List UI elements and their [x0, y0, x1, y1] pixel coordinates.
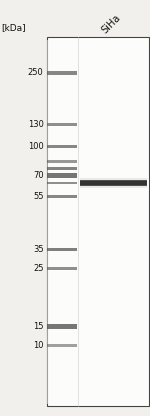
Text: 70: 70 — [33, 171, 44, 180]
Text: 15: 15 — [33, 322, 44, 331]
Text: 10: 10 — [33, 341, 44, 350]
Text: 55: 55 — [33, 192, 44, 201]
Bar — [47, 267, 76, 270]
Bar — [47, 324, 76, 329]
Text: 25: 25 — [33, 264, 44, 273]
Text: 35: 35 — [33, 245, 44, 254]
Text: 250: 250 — [28, 68, 44, 77]
Bar — [80, 180, 147, 186]
Bar — [47, 248, 76, 251]
Text: 130: 130 — [28, 120, 43, 129]
Bar — [47, 344, 76, 347]
Text: [kDa]: [kDa] — [1, 23, 25, 32]
Text: SiHa: SiHa — [100, 12, 123, 35]
Bar — [47, 123, 76, 126]
Bar — [47, 71, 76, 75]
Bar — [47, 195, 76, 198]
Text: 100: 100 — [28, 142, 44, 151]
Bar — [47, 167, 76, 170]
Bar — [47, 173, 76, 178]
Bar — [47, 181, 76, 184]
Bar — [80, 178, 147, 188]
Bar — [47, 145, 76, 148]
Bar — [46, 37, 148, 406]
Bar — [80, 181, 147, 185]
Bar — [47, 40, 148, 404]
Bar — [47, 160, 76, 163]
